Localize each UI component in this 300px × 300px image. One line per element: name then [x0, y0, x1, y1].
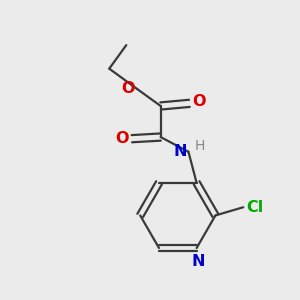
Text: N: N	[173, 144, 187, 159]
Text: N: N	[191, 254, 205, 269]
Text: Cl: Cl	[246, 200, 263, 215]
Text: H: H	[194, 139, 205, 153]
Text: O: O	[115, 131, 129, 146]
Text: O: O	[121, 82, 134, 97]
Text: O: O	[193, 94, 206, 109]
